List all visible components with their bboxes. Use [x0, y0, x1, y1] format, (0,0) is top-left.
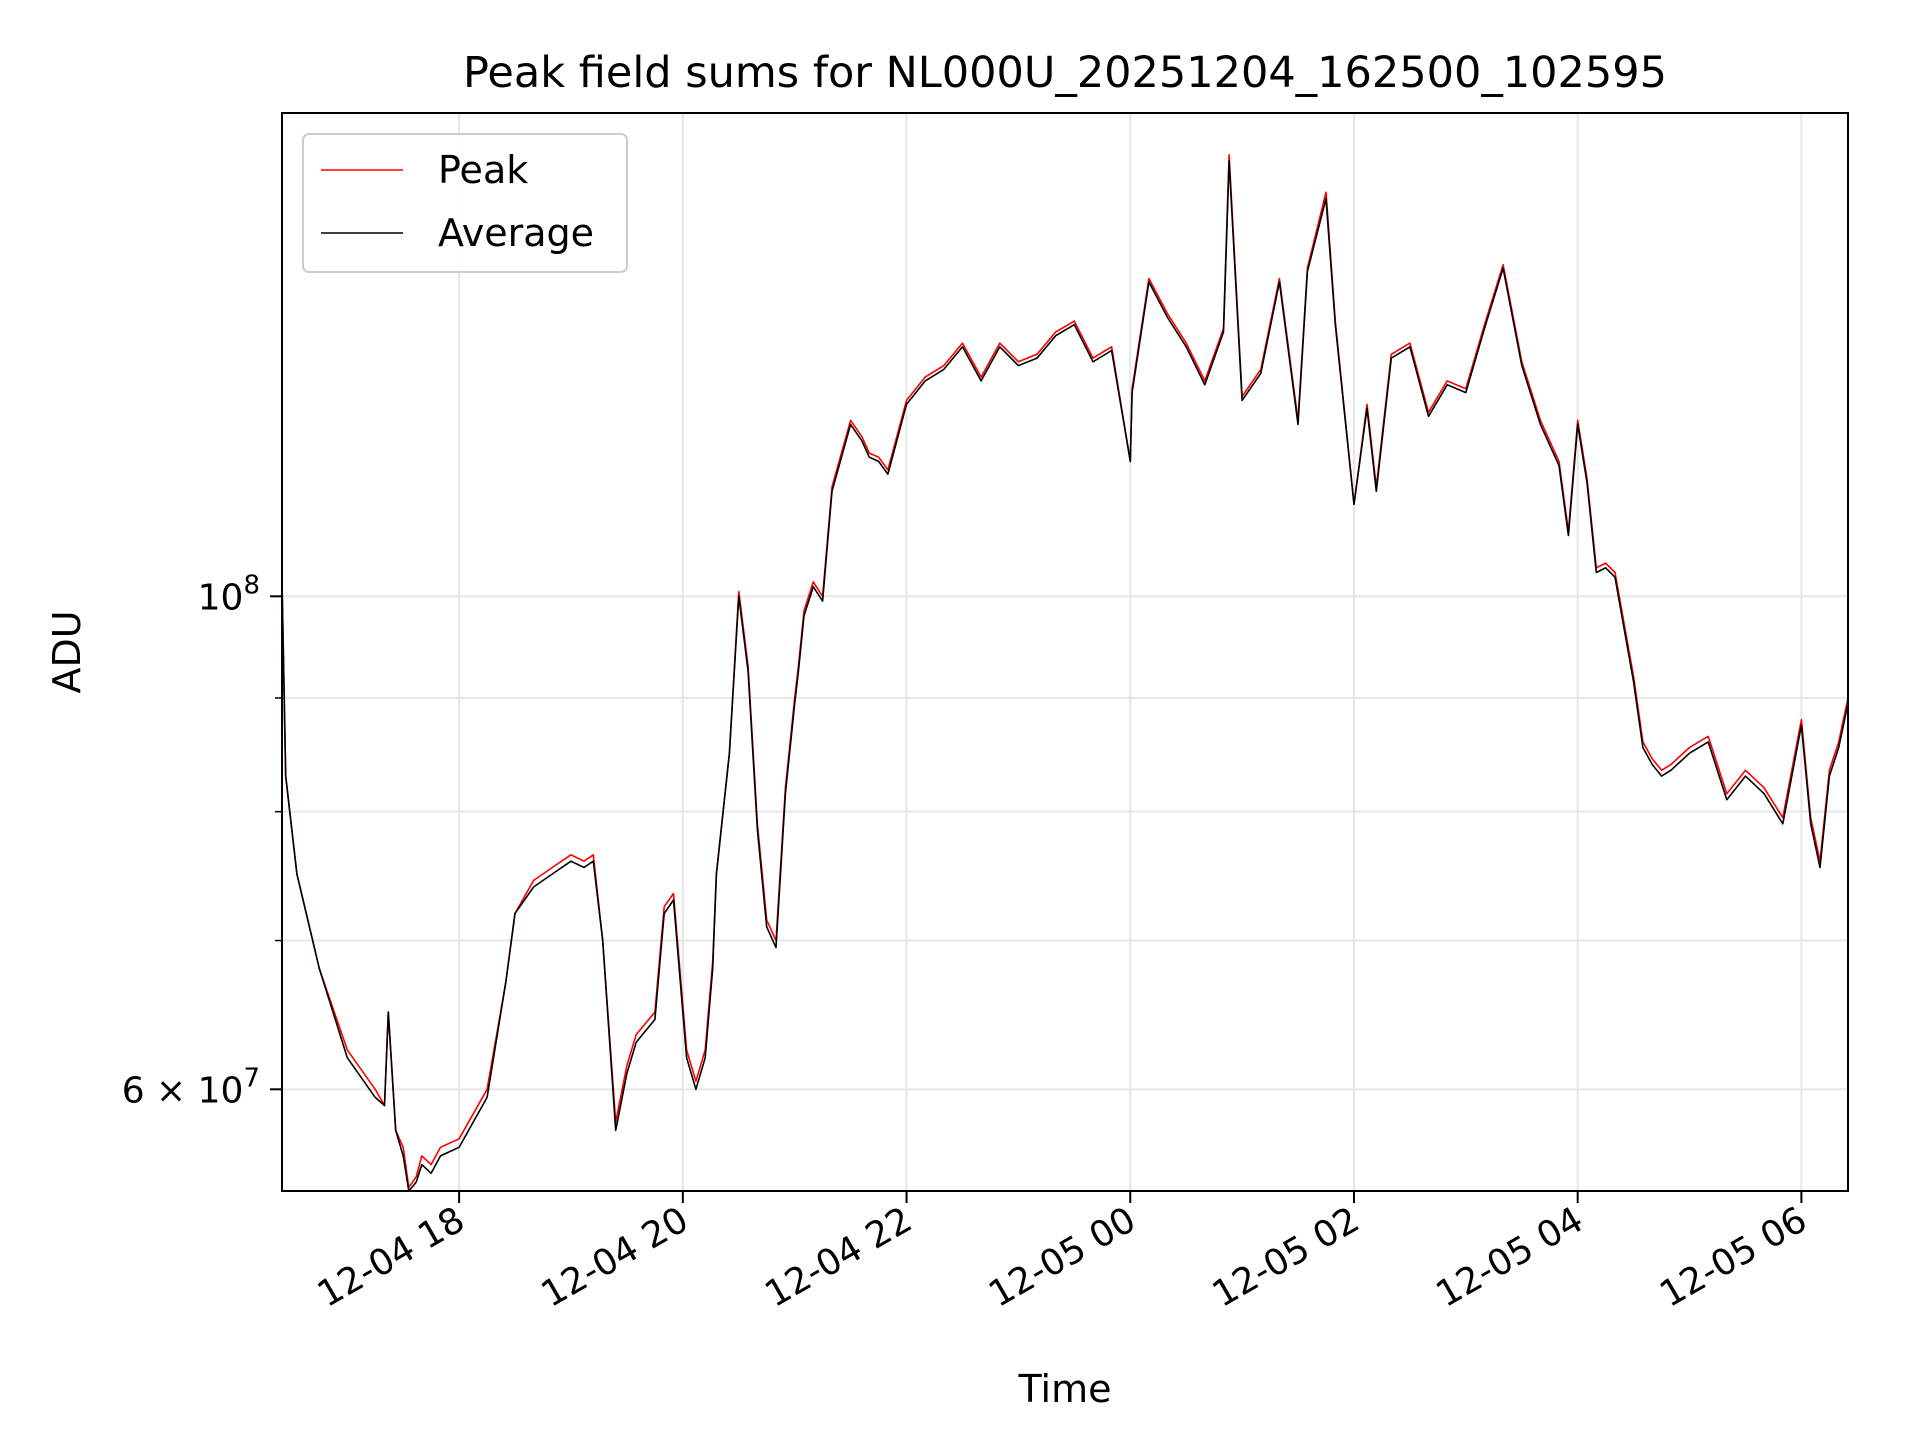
y-tick-base: 6 × 10	[122, 1070, 244, 1111]
series-lines	[281, 154, 1849, 1192]
legend-label-peak: Peak	[438, 148, 528, 192]
grid	[282, 113, 1848, 1191]
legend: Peak Average	[302, 133, 628, 273]
y-axis-label: ADU	[45, 610, 89, 693]
chart-title: Peak field sums for NL000U_20251204_1625…	[463, 48, 1667, 98]
legend-label-average: Average	[438, 211, 594, 255]
x-axis-label: Time	[1018, 1367, 1112, 1411]
plot-frame	[281, 112, 1849, 1192]
y-tick-label: 108	[198, 570, 260, 618]
y-tick-label: 6 × 107	[122, 1063, 260, 1111]
y-tick-base: 10	[198, 577, 244, 618]
legend-box	[302, 133, 628, 273]
series-line-average	[281, 160, 1849, 1192]
y-tick-exponent: 7	[243, 1063, 260, 1093]
y-tick-exponent: 8	[243, 570, 260, 600]
